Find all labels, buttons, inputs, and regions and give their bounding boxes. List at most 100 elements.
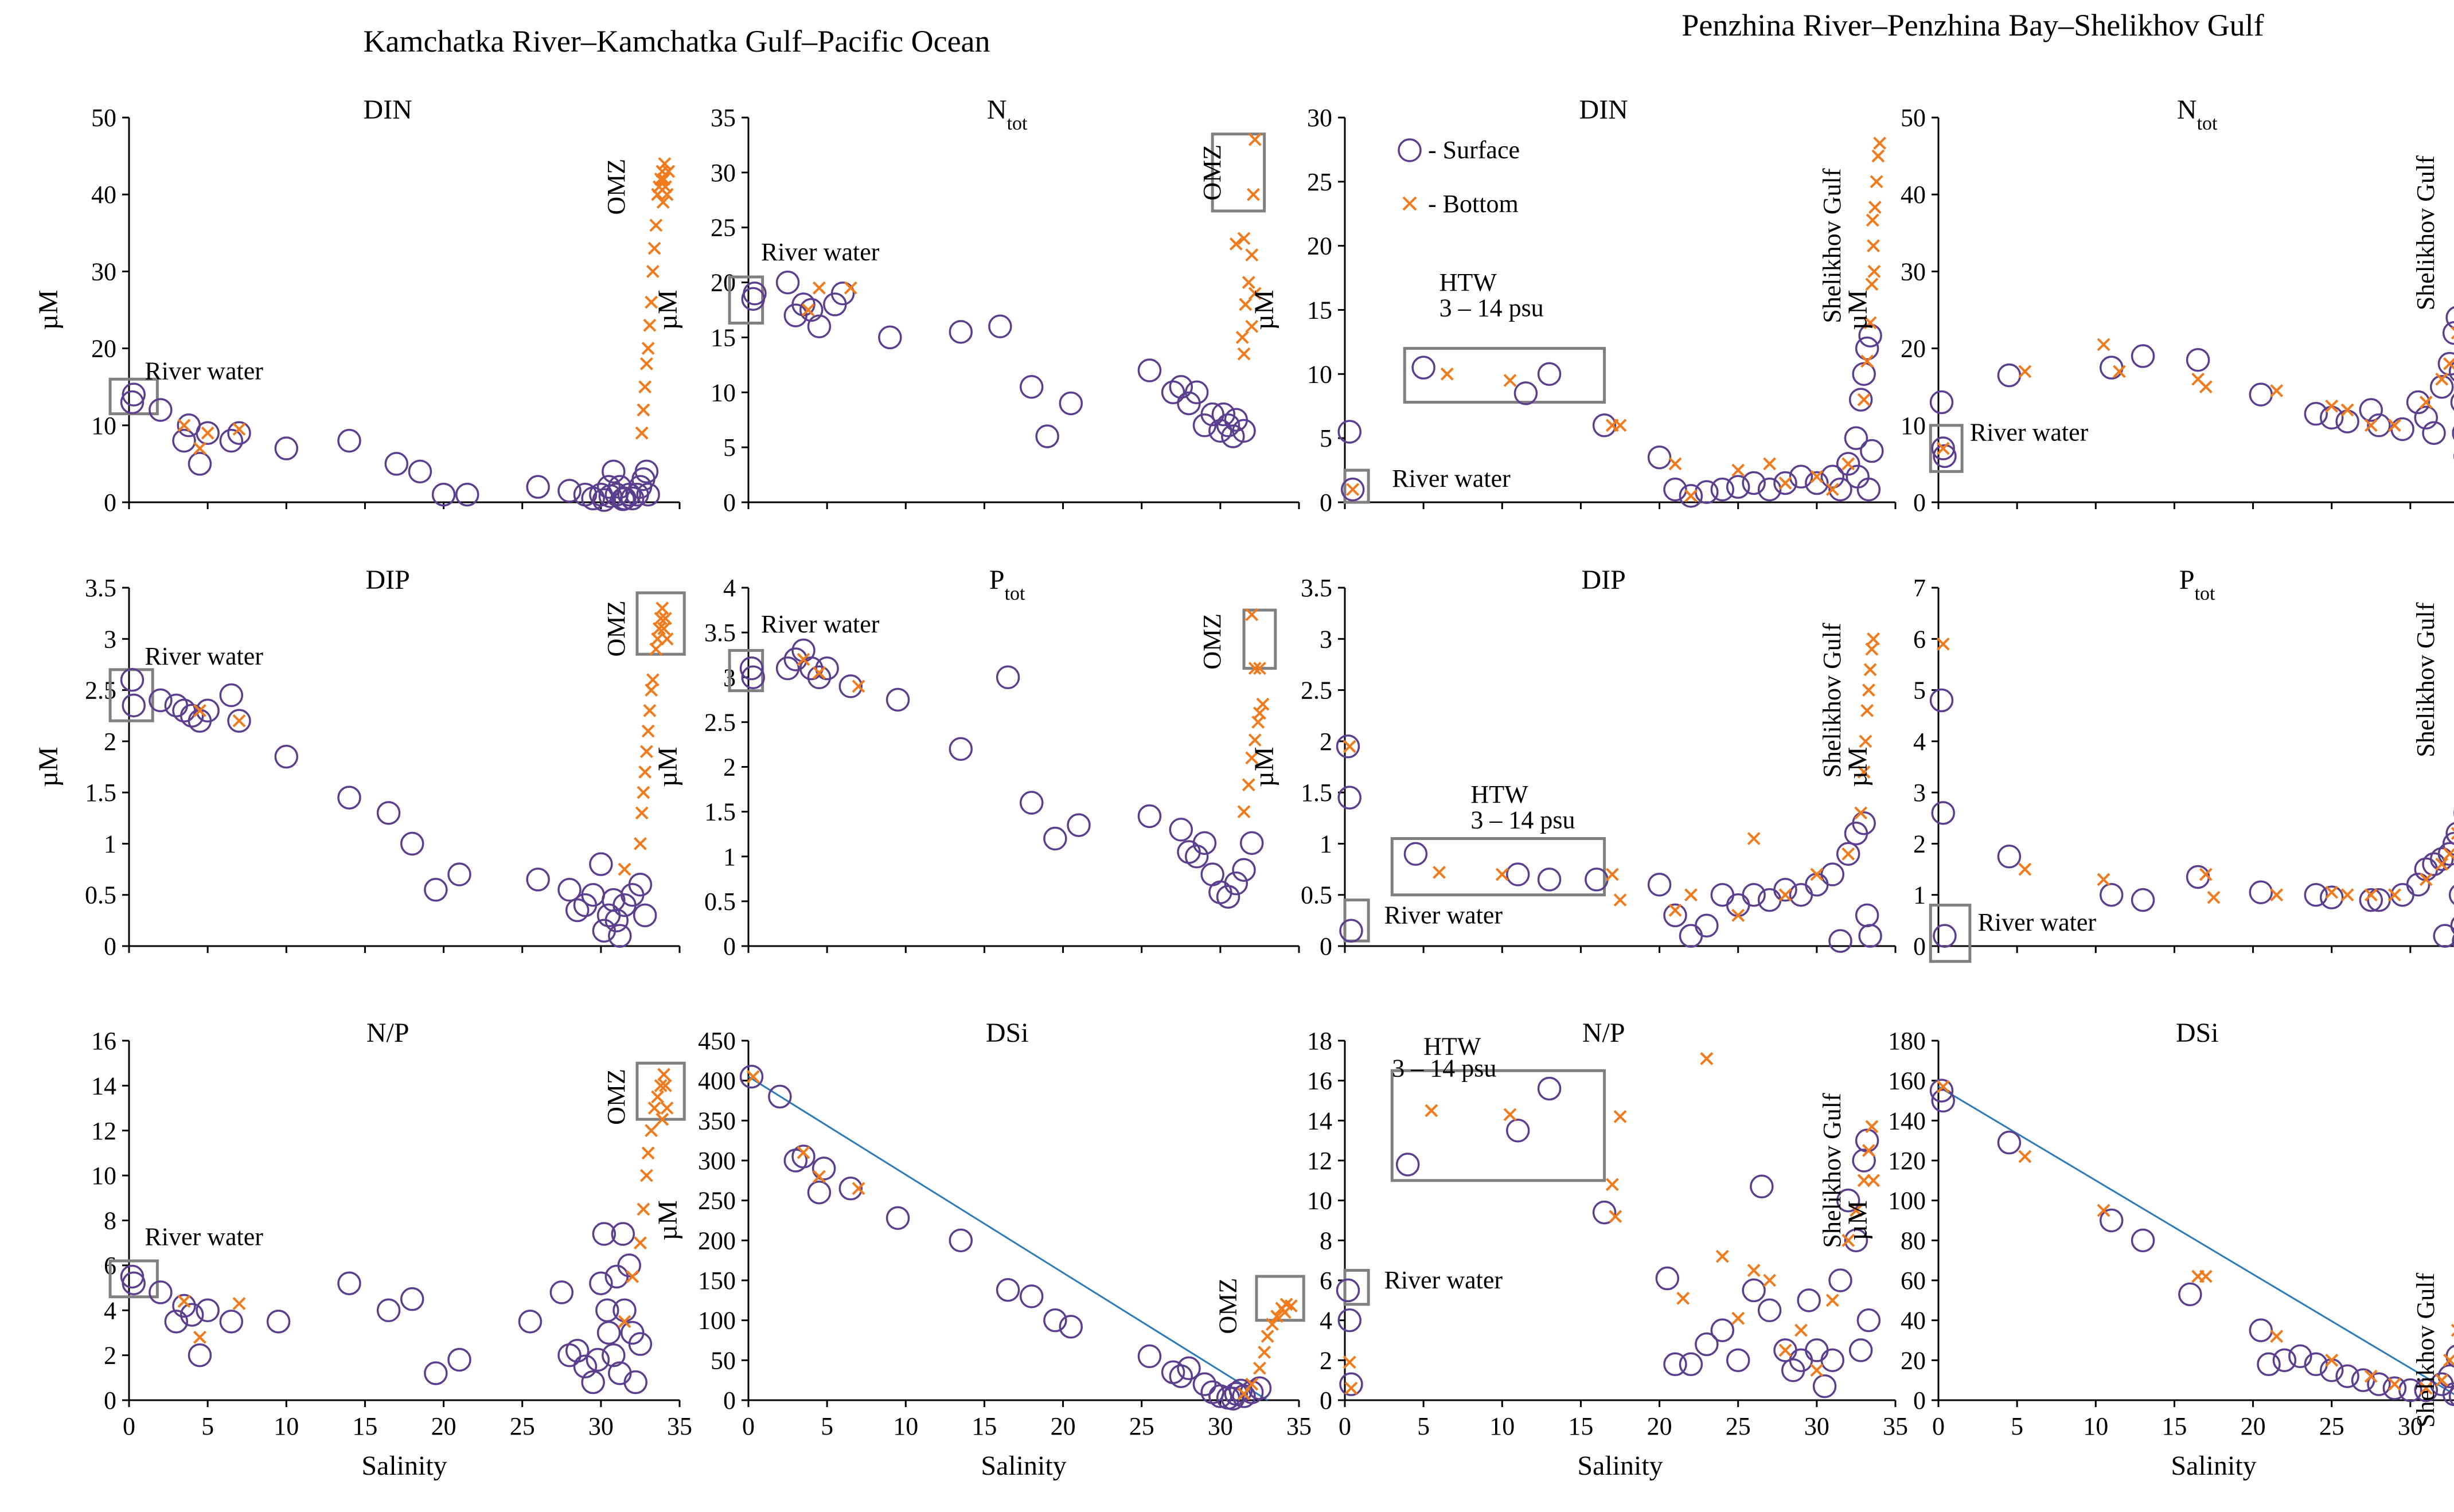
y-tick-label: 0	[1320, 932, 1332, 960]
surface-point	[219, 683, 244, 708]
surface-point	[1228, 1378, 1253, 1403]
surface-point	[1592, 413, 1617, 437]
surface-point	[1679, 924, 1703, 948]
surface-point	[337, 1271, 361, 1295]
surface-point	[1855, 903, 1879, 928]
bottom-point	[639, 357, 653, 370]
y-tick-label: 18	[1307, 1027, 1332, 1055]
y-tick-label: 100	[1888, 1187, 1926, 1215]
y-tick-label: 25	[711, 214, 736, 242]
x-tick-label: 20	[2241, 1412, 2266, 1440]
y-tick-label: 6	[1320, 1267, 1332, 1295]
bottom-point	[1247, 187, 1260, 201]
y-axis-title: µM	[1843, 1200, 1873, 1240]
surface-point	[611, 487, 635, 511]
surface-point	[2450, 393, 2454, 411]
y-tick-label: 50	[91, 104, 116, 132]
bottom-point	[1613, 893, 1627, 907]
surface-point	[1679, 484, 1703, 508]
surface-point	[219, 428, 244, 453]
surface-point	[1997, 1130, 2022, 1155]
surface-point	[2257, 1352, 2281, 1377]
surface-point	[196, 421, 220, 445]
bottom-point	[232, 423, 246, 436]
surface-point	[2406, 873, 2430, 897]
surface-point	[219, 1310, 244, 1334]
y-tick-label: 10	[1307, 1187, 1332, 1215]
y-axis-title: µM	[1249, 747, 1279, 787]
bottom-point	[1609, 1210, 1622, 1223]
y-tick-label: 2.5	[704, 708, 736, 736]
bottom-point	[1343, 1355, 1356, 1369]
legend-surface-label: - Surface	[1428, 136, 1520, 164]
x-tick-label: 30	[1208, 1412, 1233, 1440]
surface-point	[1797, 1288, 1821, 1312]
bottom-point	[1865, 278, 1879, 291]
annotation-label: River water	[145, 1223, 263, 1251]
bottom-point	[852, 679, 865, 693]
legend-bottom-marker	[1402, 196, 1417, 211]
bottom-point	[1343, 740, 1356, 753]
y-tick-label: 0	[104, 489, 116, 517]
bottom-point	[2097, 1204, 2110, 1217]
bottom-point	[1270, 1310, 1284, 1323]
bottom-point	[1344, 1381, 1358, 1395]
surface-point	[408, 459, 432, 484]
surface-point	[592, 1222, 617, 1246]
surface-point	[1177, 1356, 1201, 1381]
panel-p-ntot: 0 10 20 30 40 50 Ntot µM River water Shelikhov Gu…	[1843, 95, 2454, 517]
bottom-point	[1229, 237, 1243, 251]
surface-point	[807, 1180, 832, 1205]
bottom-point	[1870, 175, 1883, 189]
bottom-point	[1237, 347, 1251, 361]
y-tick-label: 35	[711, 104, 736, 132]
bottom-point	[649, 642, 663, 656]
surface-point	[1742, 882, 1766, 907]
surface-point	[549, 1280, 574, 1304]
y-tick-label: 300	[698, 1147, 736, 1175]
surface-point	[602, 459, 626, 484]
surface-point	[838, 1177, 863, 1201]
surface-point	[596, 1320, 621, 1345]
bottom-point	[645, 1124, 658, 1138]
surface-point	[2414, 405, 2439, 430]
bottom-point	[2443, 1353, 2454, 1367]
bottom-point	[2340, 888, 2354, 902]
bottom-point	[1862, 1144, 1875, 1157]
bottom-point	[1715, 1249, 1729, 1263]
surface-point	[2335, 409, 2359, 433]
surface-point	[2186, 865, 2210, 889]
bottom-point	[651, 1090, 665, 1104]
surface-point	[1856, 1308, 1881, 1333]
y-tick-label: 120	[1888, 1147, 1926, 1175]
surface-point	[1019, 1284, 1044, 1308]
bottom-point	[1440, 367, 1454, 381]
surface-point	[196, 698, 220, 723]
panel-title: N/P	[1582, 1018, 1625, 1048]
surface-point	[739, 656, 764, 681]
surface-point	[592, 488, 617, 512]
x-tick-label: 0	[1932, 1412, 1945, 1440]
annotation-box	[1929, 904, 1972, 963]
annotation-label: OMZ	[602, 601, 630, 657]
surface-point	[1828, 477, 1852, 502]
y-tick-label: 150	[698, 1267, 736, 1295]
annotation-box	[108, 1259, 159, 1299]
surface-point	[122, 382, 146, 407]
bottom-point	[2419, 873, 2433, 886]
bottom-point	[1239, 298, 1253, 311]
bottom-point	[1731, 909, 1745, 922]
surface-point	[274, 744, 299, 769]
y-tick-label: 14	[91, 1072, 116, 1100]
surface-point	[2186, 347, 2210, 372]
surface-point	[1931, 801, 1955, 825]
surface-point	[2319, 885, 2344, 909]
surface-point	[2099, 355, 2124, 380]
surface-point	[1169, 374, 1193, 399]
bottom-point	[645, 683, 658, 697]
surface-point	[768, 1084, 792, 1109]
surface-point	[2422, 421, 2446, 445]
x-axis-title: Salinity	[981, 1451, 1066, 1481]
